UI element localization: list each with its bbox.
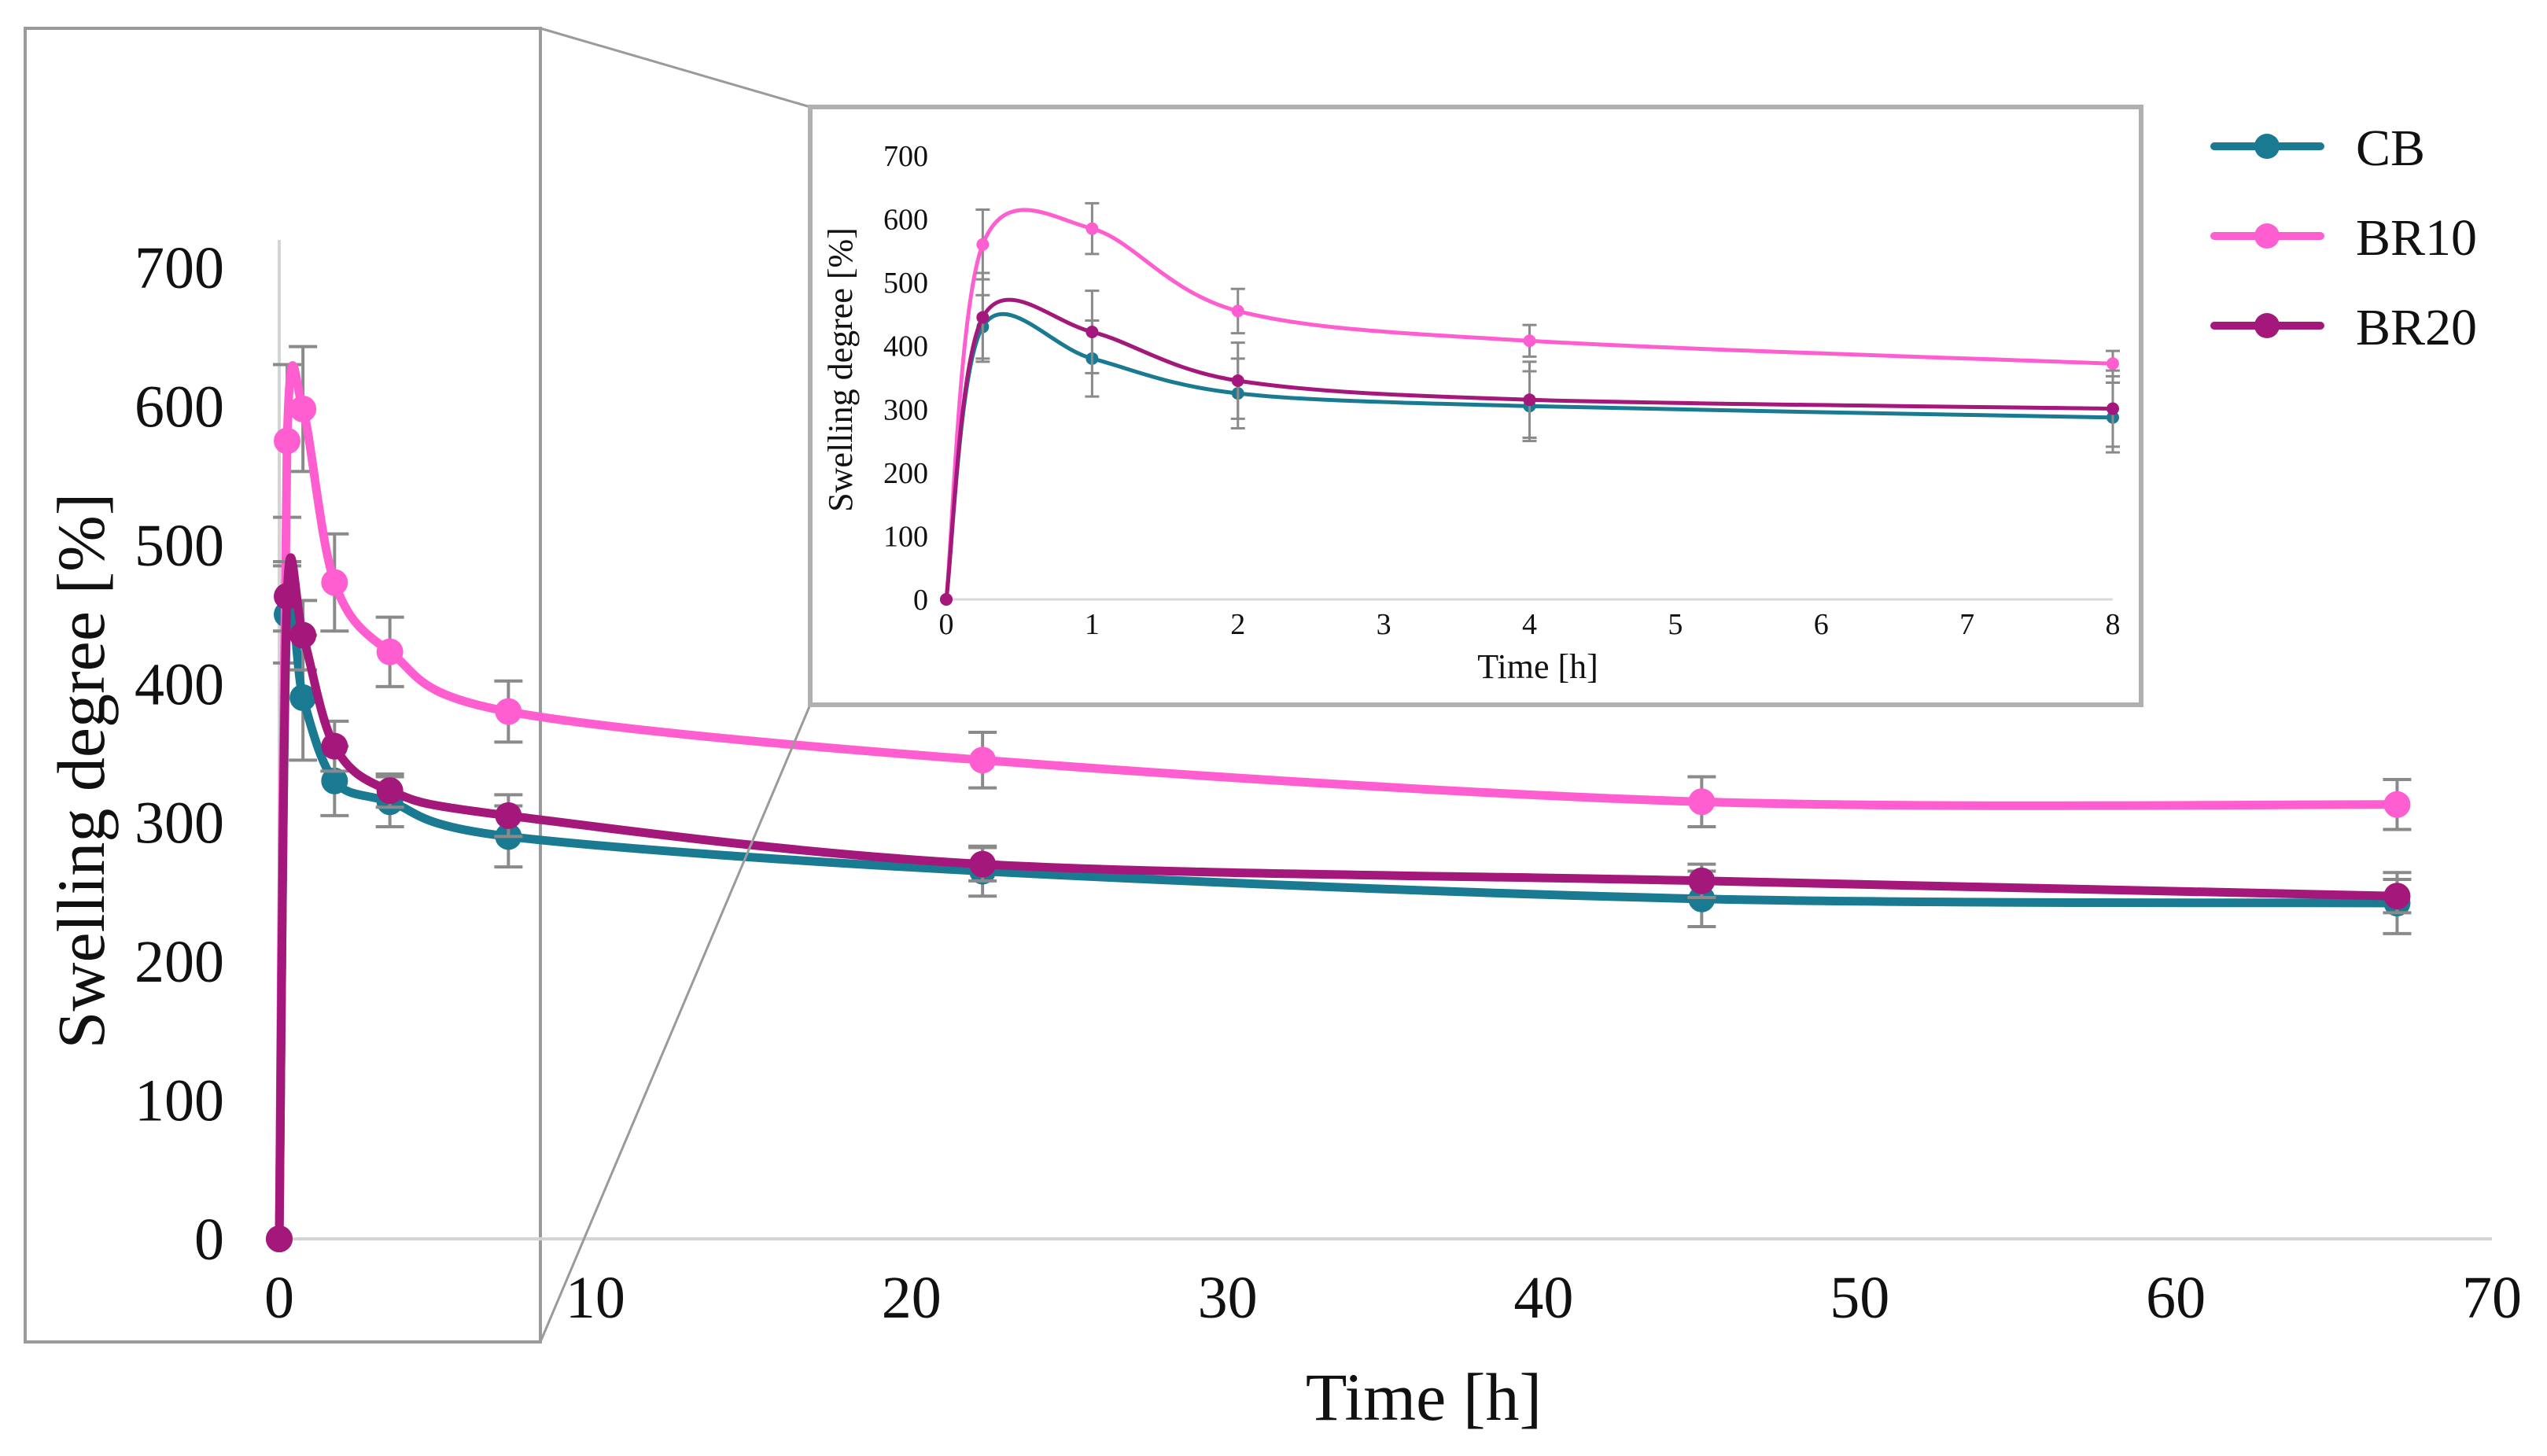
main-x-tick-label: 50 — [1830, 1265, 1889, 1331]
inset-x-tick-label: 3 — [1377, 608, 1391, 641]
inset-point-br20 — [940, 593, 953, 606]
inset-point-br20 — [1231, 374, 1244, 388]
main-point-br10 — [2383, 791, 2411, 818]
main-x-tick-label: 30 — [1198, 1265, 1258, 1331]
inset-x-tick-label: 7 — [1959, 608, 1974, 641]
inset-axes: 0 1 2 3 4 5 6 7 8 0 100 200 300 400 500 600 700 Time [h] S… — [821, 140, 2121, 686]
legend-item-cb: CB — [2210, 120, 2425, 177]
main-x-tick-label: 40 — [1513, 1265, 1573, 1331]
inset-point-br20 — [2107, 402, 2119, 415]
inset-point-br10 — [1523, 334, 1536, 348]
inset-y-tick-label: 700 — [883, 140, 928, 173]
main-y-tick-label: 500 — [135, 513, 224, 579]
main-point-br10 — [274, 427, 301, 455]
main-point-cb — [321, 767, 348, 794]
inset-point-br20 — [1523, 393, 1536, 407]
inset-x-axis-label: Time [h] — [1477, 647, 1598, 686]
main-y-axis-label: Swelling degree [%] — [43, 493, 119, 1049]
zoom-box — [24, 27, 542, 1344]
main-x-tick-label: 0 — [264, 1265, 294, 1331]
inset-x-tick-label: 5 — [1668, 608, 1683, 641]
main-point-br10 — [321, 569, 348, 596]
inset-x-tick-label: 8 — [2106, 608, 2121, 641]
main-series-br20 — [266, 553, 2412, 1252]
main-axes: 0 10 20 30 40 50 60 700100200300400500600700Tim… — [43, 235, 2522, 1435]
main-point-br10 — [376, 638, 404, 665]
inset-y-tick-label: 300 — [883, 393, 928, 426]
zoom-connector-top — [540, 27, 811, 109]
inset-point-br20 — [976, 311, 990, 324]
inset-x-tick-label: 4 — [1522, 608, 1537, 641]
inset-point-br10 — [1086, 222, 1099, 235]
inset-y-tick-label: 400 — [883, 330, 928, 363]
legend: CB BR10 BR20 — [2210, 120, 2477, 356]
legend-label-br20: BR20 — [2356, 299, 2477, 356]
main-point-br20 — [2383, 883, 2411, 910]
inset-x-tick-label: 6 — [1814, 608, 1829, 641]
legend-marker-cb — [2254, 134, 2280, 159]
main-x-tick-label: 70 — [2462, 1265, 2522, 1331]
inset-series-br20 — [940, 271, 2120, 606]
main-point-br20 — [376, 777, 404, 805]
inset-point-br10 — [1231, 304, 1244, 318]
inset-point-br10 — [2107, 357, 2119, 370]
main-x-tick-label: 20 — [882, 1265, 942, 1331]
main-point-br10 — [289, 395, 317, 422]
legend-label-cb: CB — [2356, 120, 2425, 177]
inset-y-tick-label: 0 — [913, 584, 928, 617]
main-y-tick-label: 200 — [135, 929, 224, 995]
main-y-tick-label: 700 — [135, 235, 224, 301]
inset-y-tick-label: 500 — [883, 267, 928, 300]
main-point-br10 — [1688, 788, 1716, 816]
main-x-tick-label: 10 — [566, 1265, 625, 1331]
main-y-tick-label: 400 — [135, 651, 224, 717]
inset-x-tick-label: 0 — [939, 608, 954, 641]
inset-y-tick-label: 200 — [883, 457, 928, 490]
legend-item-br10: BR10 — [2210, 209, 2477, 267]
main-point-br20 — [1688, 867, 1716, 894]
inset-plot-area — [940, 201, 2120, 606]
inset-y-tick-label: 100 — [883, 520, 928, 553]
legend-item-br20: BR20 — [2210, 299, 2477, 356]
legend-label-br10: BR10 — [2356, 209, 2477, 267]
main-point-br20 — [321, 732, 348, 760]
inset-x-tick-label: 2 — [1230, 608, 1245, 641]
inset-x-tick-label: 1 — [1085, 608, 1100, 641]
inset-y-axis-label: Swelling degree [%] — [821, 227, 860, 512]
main-y-tick-label: 100 — [135, 1068, 224, 1134]
zoom-connector-bottom — [539, 704, 812, 1343]
main-x-axis-label: Time [h] — [1306, 1359, 1542, 1435]
main-x-tick-label: 60 — [2146, 1265, 2206, 1331]
main-point-br20 — [289, 621, 317, 649]
main-point-br10 — [969, 746, 997, 774]
main-plot-area — [266, 345, 2412, 1252]
main-point-br20 — [495, 802, 522, 829]
inset-y-tick-label: 600 — [883, 204, 928, 237]
inset-line-br20 — [944, 297, 2115, 602]
main-point-cb — [289, 684, 317, 711]
main-y-tick-label: 0 — [194, 1207, 224, 1273]
main-point-br10 — [495, 698, 522, 725]
main-point-br20 — [266, 1226, 293, 1252]
legend-marker-br20 — [2254, 313, 2280, 338]
inset-point-br20 — [1086, 325, 1099, 338]
legend-marker-br10 — [2254, 223, 2280, 249]
main-y-tick-label: 300 — [135, 791, 224, 857]
main-point-br20 — [274, 583, 301, 610]
main-y-tick-label: 600 — [135, 374, 224, 440]
inset-point-br10 — [976, 238, 990, 251]
inset-line-br10 — [944, 208, 2115, 602]
main-point-br20 — [969, 850, 997, 878]
